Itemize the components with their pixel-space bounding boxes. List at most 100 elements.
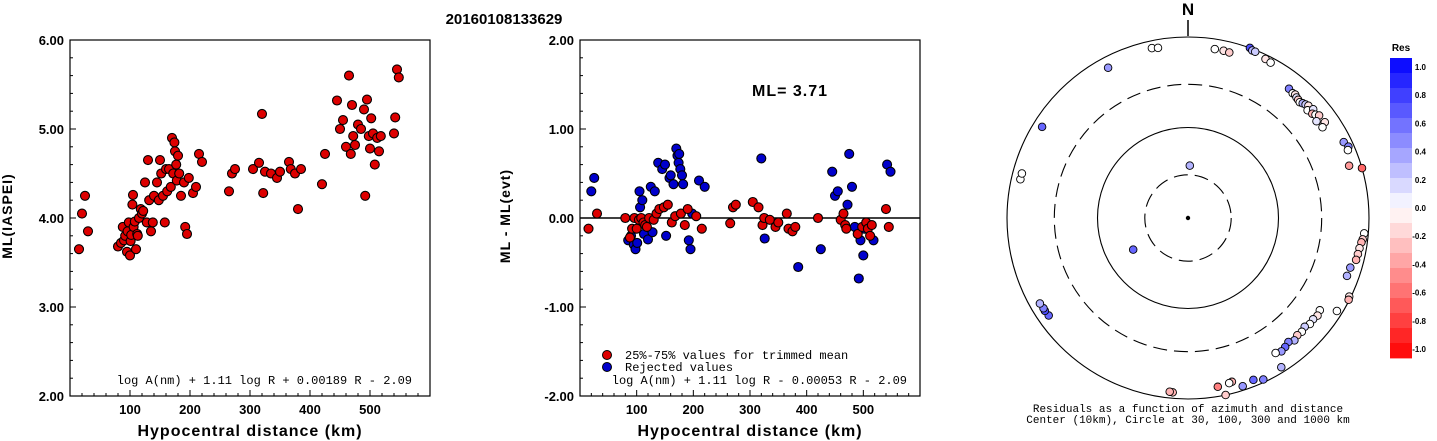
station-residual-point (1250, 47, 1260, 56)
trimmed-point (620, 212, 631, 224)
station-residual-point (1037, 122, 1047, 132)
data-point (190, 181, 202, 192)
station-residual-point (1249, 375, 1258, 385)
station-residual-point (1225, 48, 1234, 57)
rejected-point (846, 181, 858, 192)
colorbar-cell (1390, 118, 1412, 134)
colorbar-tick-label: 0.6 (1415, 119, 1427, 128)
station-residual-point (1344, 295, 1353, 305)
trimmed-point (624, 232, 635, 243)
station-residual-point (1344, 161, 1354, 170)
data-point (319, 148, 331, 159)
data-point (159, 217, 170, 228)
polar-caption-line1: Residuals as a function of azimuth and d… (1033, 404, 1343, 416)
station-residual-point (1266, 58, 1275, 67)
y-tick-label: 6.00 (39, 33, 64, 48)
polar-panel: N Residuals as a function of azimuth and… (1006, 0, 1370, 427)
rejected-point (827, 166, 838, 177)
data-point (373, 146, 385, 157)
colorbar-cell (1390, 313, 1412, 329)
colorbar-cell (1390, 268, 1412, 284)
data-point (145, 226, 157, 237)
middle-data-points (583, 143, 896, 284)
station-residual-point (1259, 375, 1268, 384)
station-residual-point (1346, 263, 1355, 272)
data-point (375, 131, 386, 142)
data-point (76, 208, 88, 219)
data-point (360, 190, 371, 201)
data-point (82, 226, 94, 237)
polar-caption-line2: Center (10km), Circle at 30, 100, 300 an… (1026, 415, 1350, 427)
trimmed-point (691, 211, 702, 222)
data-point (337, 115, 349, 126)
y-tick-label: 4.00 (39, 211, 64, 226)
station-residual-point (1342, 271, 1352, 281)
station-residual-point (1153, 43, 1163, 53)
rejected-point (674, 148, 685, 159)
colorbar-tick-label: 0.2 (1415, 176, 1427, 185)
left-y-ticks: 2.00 3.00 4.00 5.00 6.00 (39, 33, 76, 404)
data-point (334, 123, 346, 135)
trimmed-point (679, 220, 690, 231)
trimmed-point (841, 223, 852, 234)
station-residual-point (1017, 169, 1027, 178)
y-tick-label: 1.00 (549, 122, 574, 137)
data-point (292, 204, 304, 215)
x-tick-label: 400 (796, 402, 818, 417)
station-residual-point (1165, 387, 1174, 396)
x-tick-label: 500 (852, 402, 874, 417)
y-tick-label: 2.00 (39, 389, 64, 404)
x-tick-label: 400 (299, 402, 321, 417)
distance-rings (1006, 36, 1370, 400)
colorbar-tick-label: -1.0 (1412, 345, 1426, 354)
figure-title: 20160108133629 (446, 11, 563, 28)
trimmed-point (662, 199, 673, 210)
left-panel: 2.00 3.00 4.00 5.00 6.00 100 200 300 400 500 log… (0, 33, 431, 440)
rejected-point (683, 235, 694, 246)
y-tick-label: -2.00 (544, 389, 574, 404)
data-point (181, 228, 193, 240)
station-residual-point (1210, 44, 1220, 54)
station-residual-point (1343, 145, 1353, 155)
left-plot-frame (69, 39, 431, 397)
colorbar-cell (1390, 88, 1412, 104)
colorbar-cell (1390, 193, 1412, 209)
colorbar-cell (1390, 133, 1412, 149)
rejected-point (665, 170, 676, 181)
rejected-point (693, 175, 705, 186)
colorbar-cell (1390, 58, 1412, 74)
colorbar-cell (1390, 328, 1412, 344)
trimmed-point (812, 212, 824, 224)
trimmed-point (591, 208, 603, 219)
rejected-point (586, 186, 597, 197)
colorbar-tick-label: 0.4 (1415, 148, 1427, 157)
data-point (229, 164, 241, 175)
left-formula: log A(nm) + 1.11 log R + 0.00189 R - 2.0… (117, 374, 412, 388)
data-point (366, 113, 377, 124)
station-residual-point (1277, 362, 1286, 372)
colorbar-tick-labels: 1.0 0.8 0.6 0.4 0.2 0.0 -0.2 -0.4 -0.6 -0.8 -1.0 (1412, 63, 1426, 354)
data-point (196, 156, 208, 167)
data-point (142, 155, 154, 166)
trimmed-point (883, 221, 894, 232)
station-residual-point (1221, 390, 1230, 400)
middle-x-axis-label: Hypocentral distance (km) (637, 423, 862, 440)
rejected-point (885, 166, 896, 177)
middle-x-ticks: 100 200 300 400 500 (590, 390, 910, 417)
data-point (390, 112, 401, 123)
trimmed-point (696, 223, 707, 234)
data-point (138, 205, 149, 216)
legend-trimmed-marker (602, 350, 612, 360)
y-tick-label: 0.00 (549, 211, 574, 226)
trimmed-point (682, 204, 693, 215)
data-point (393, 72, 404, 83)
rejected-point (637, 195, 648, 206)
x-tick-label: 500 (359, 402, 381, 417)
data-point (175, 190, 187, 201)
colorbar-cells (1390, 58, 1412, 359)
station-residual-point (1318, 123, 1327, 132)
station-residual-point (1332, 306, 1342, 316)
colorbar-cell (1390, 208, 1412, 224)
y-tick-label: -1.00 (544, 300, 574, 315)
x-tick-label: 300 (239, 402, 261, 417)
